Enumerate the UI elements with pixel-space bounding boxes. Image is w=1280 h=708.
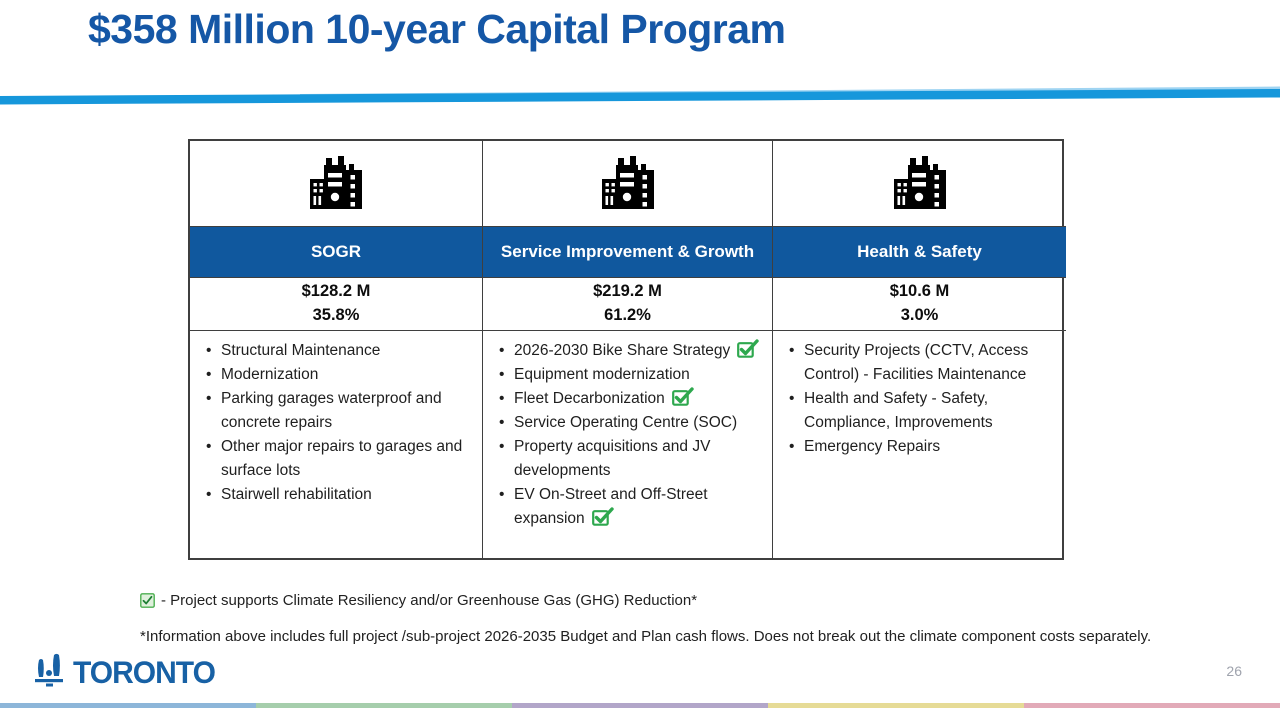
list-item-text: Modernization <box>221 366 319 384</box>
toronto-wordmark: Toronto <box>73 655 216 691</box>
list-item-text: Property acquisitions and JV development… <box>514 438 711 480</box>
list-item-text: Security Projects (CCTV, Access Control)… <box>804 342 1029 384</box>
bullet-dot: • <box>206 486 212 504</box>
list-item-text: 2026-2030 Bike Share Strategy <box>514 342 731 359</box>
list-item: • Parking garages waterproof and concrete… <box>204 387 472 435</box>
list-item: • Fleet Decarbonization <box>497 387 762 411</box>
green-checkbox-icon <box>140 593 155 608</box>
city-hall-icon <box>35 653 63 687</box>
list-item-text: Emergency Repairs <box>804 438 941 456</box>
stripe-segment-5 <box>1024 703 1280 708</box>
amount-cell-2: $219.2 M 61.2% <box>482 277 772 330</box>
stripe-segment-1 <box>0 703 256 708</box>
list-item: • Service Operating Centre (SOC) <box>497 411 762 435</box>
items-cell-2: • 2026-2030 Bike Share Strategy • Equipment… <box>482 330 772 558</box>
toronto-logo: Toronto <box>34 650 216 691</box>
bullet-dot: • <box>499 438 505 456</box>
legend-text: - Project supports Climate Resiliency an… <box>161 592 698 609</box>
list-item: • Modernization <box>204 363 472 387</box>
page-number: 26 <box>1226 663 1242 679</box>
bullet-dot: • <box>789 390 795 408</box>
amount-value: $10.6 M <box>889 282 950 301</box>
bullet-dot: • <box>499 486 505 504</box>
bullet-dot: • <box>206 342 212 359</box>
bottom-color-stripe <box>0 703 1280 708</box>
list-item-text: Stairwell rehabilitation <box>221 486 372 504</box>
climate-check-icon <box>671 387 694 406</box>
buildings-icon <box>893 155 946 209</box>
page-title: $358 Million 10-year Capital Program <box>88 6 786 52</box>
climate-legend: - Project supports Climate Resiliency an… <box>140 592 697 609</box>
bullet-dot: • <box>789 438 795 456</box>
items-cell-3: • Security Projects (CCTV, Access Control… <box>772 330 1066 558</box>
list-item-text: Structural Maintenance <box>221 342 381 359</box>
footnote-text: *Information above includes full project… <box>140 628 1152 645</box>
icon-cell-2 <box>482 141 772 226</box>
bullet-dot: • <box>499 366 505 384</box>
percent-value: 3.0% <box>900 306 939 324</box>
bullet-dot: • <box>499 414 505 432</box>
bullet-dot: • <box>499 342 505 359</box>
list-item-text: Service Operating Centre (SOC) <box>514 414 738 432</box>
capital-program-table: SOGR Service Improvement & Growth Health &… <box>188 139 1066 560</box>
amount-value: $128.2 M <box>301 282 371 301</box>
list-item: • Property acquisitions and JV developmen… <box>497 435 762 483</box>
stripe-segment-2 <box>256 703 512 708</box>
list-item-text: Other major repairs to garages and surfa… <box>221 438 463 480</box>
list-item: • Equipment modernization <box>497 363 762 387</box>
bullet-dot: • <box>206 366 212 384</box>
category-header-1: SOGR <box>190 226 482 277</box>
list-item: • Other major repairs to garages and surf… <box>204 435 472 483</box>
icon-cell-3 <box>772 141 1066 226</box>
percent-value: 35.8% <box>312 306 360 324</box>
list-item-text: EV On-Street and Off-Street expansion <box>514 486 708 528</box>
list-item-text: Equipment modernization <box>514 366 690 384</box>
items-cell-1: • Structural Maintenance • Modernization • Pa… <box>190 330 482 558</box>
items-list: • 2026-2030 Bike Share Strategy • Equipment… <box>497 339 762 531</box>
category-header-2: Service Improvement & Growth <box>482 226 772 277</box>
amount-value: $219.2 M <box>593 282 662 301</box>
bullet-dot: • <box>499 390 505 408</box>
list-item: • Stairwell rehabilitation <box>204 483 472 507</box>
list-item: • Health and Safety - Safety, Compliance,… <box>787 387 1056 435</box>
category-header-3: Health & Safety <box>772 226 1066 277</box>
climate-check-icon <box>591 507 614 526</box>
climate-check-icon <box>737 339 759 358</box>
percent-value: 61.2% <box>604 306 651 324</box>
icon-cell-1 <box>190 141 482 226</box>
bullet-dot: • <box>206 438 212 456</box>
list-item: • EV On-Street and Off-Street expansion <box>497 483 762 531</box>
buildings-icon <box>310 155 362 209</box>
list-item: • Emergency Repairs <box>787 435 1056 459</box>
amount-cell-1: $128.2 M 35.8% <box>190 277 482 330</box>
bullet-dot: • <box>206 390 212 408</box>
list-item-text: Parking garages waterproof and concrete … <box>221 390 442 432</box>
bullet-dot: • <box>789 342 795 359</box>
items-list: • Security Projects (CCTV, Access Control… <box>787 339 1056 459</box>
amount-cell-3: $10.6 M 3.0% <box>772 277 1066 330</box>
list-item-text: Health and Safety - Safety, Compliance, … <box>804 390 993 432</box>
stripe-segment-4 <box>768 703 1024 708</box>
list-item: • 2026-2030 Bike Share Strategy <box>497 339 762 363</box>
list-item: • Security Projects (CCTV, Access Control… <box>787 339 1056 387</box>
list-item-text: Fleet Decarbonization <box>514 390 665 408</box>
buildings-icon <box>601 155 654 209</box>
list-item: • Structural Maintenance <box>204 339 472 363</box>
stripe-segment-3 <box>512 703 768 708</box>
items-list: • Structural Maintenance • Modernization • Pa… <box>204 339 472 507</box>
